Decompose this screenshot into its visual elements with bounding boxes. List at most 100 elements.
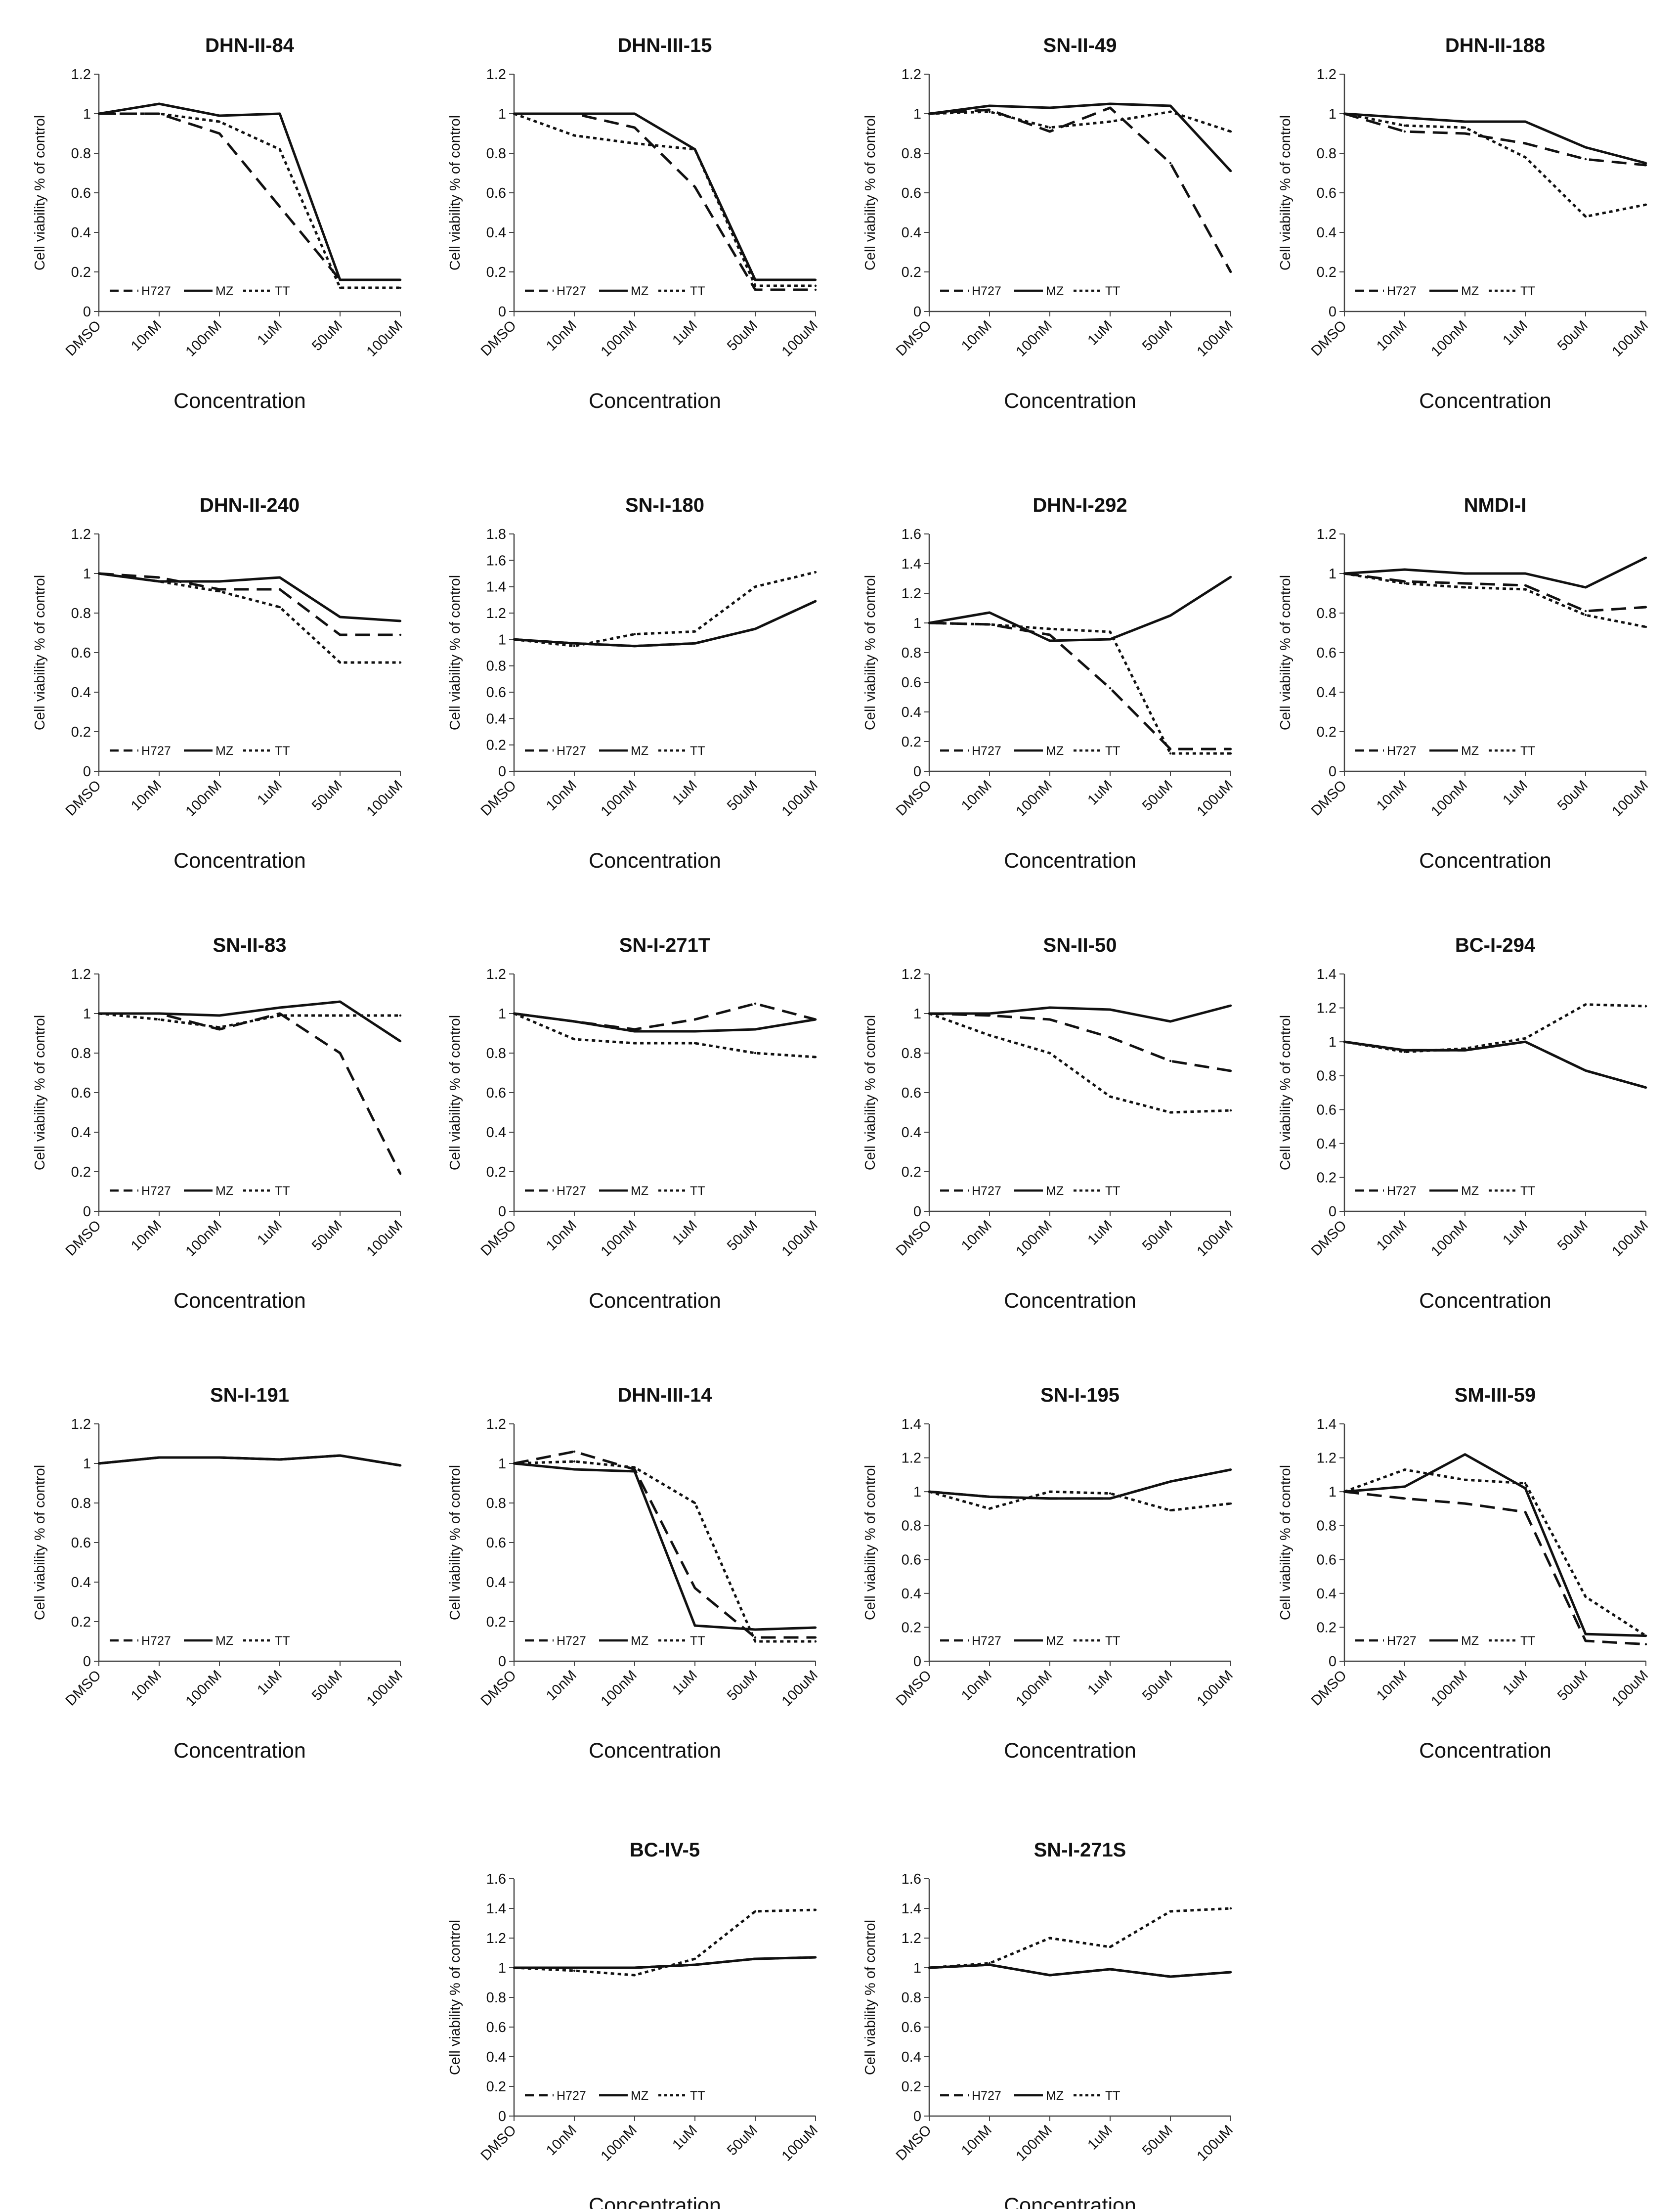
data-point-tt — [1169, 752, 1172, 755]
data-point-mz — [1403, 1485, 1406, 1488]
legend-label-h727: H727 — [972, 284, 1001, 298]
x-tick-label: 10nM — [128, 1667, 165, 1704]
x-tick-label: 50uM — [309, 777, 345, 814]
series-line-h727 — [514, 1450, 816, 1639]
data-point-h727 — [1403, 580, 1406, 583]
data-point-tt — [754, 1910, 757, 1913]
x-tick-label: 100nM — [1428, 1667, 1470, 1709]
y-axis-title: Cell viability % of control — [32, 115, 48, 270]
y-tick-label: 1 — [498, 106, 506, 122]
data-point-mz — [1109, 638, 1112, 641]
y-axis-title: Cell viability % of control — [447, 1015, 463, 1170]
y-tick-label: 0.2 — [902, 734, 921, 750]
data-point-tt — [513, 638, 516, 641]
x-tick-label: DMSO — [63, 1667, 104, 1709]
y-tick-label: 1.2 — [71, 527, 91, 542]
y-tick-label: 0.2 — [71, 1614, 91, 1630]
y-tick-label: 0.6 — [1317, 1102, 1336, 1118]
series-line-mz — [1344, 1040, 1646, 1089]
data-point-mz — [399, 619, 402, 622]
y-tick-label: 0.4 — [71, 1575, 91, 1590]
chart-panel: DHN-II-188 0 0.2 0.4 0.6 0.8 1 1.2 DMSO 10nM 100nM… — [1278, 35, 1651, 413]
y-tick-label: 1 — [498, 1456, 506, 1472]
y-tick-label: 1.2 — [1317, 527, 1336, 542]
x-axis-title: Concentration — [173, 1289, 306, 1313]
data-point-h727 — [814, 288, 817, 291]
y-tick-label: 0 — [498, 764, 506, 780]
series-line-tt — [99, 112, 400, 289]
data-point-mz — [339, 1000, 342, 1003]
y-tick-label: 1.2 — [1317, 1451, 1336, 1466]
data-point-tt — [1343, 112, 1346, 115]
x-tick-label: 50uM — [1554, 317, 1591, 354]
y-tick-label: 0 — [83, 764, 91, 780]
x-tick-label: DMSO — [1308, 317, 1350, 359]
chart-panel: NMDI-I 0 0.2 0.4 0.6 0.8 1 1.2 DMSO 10nM 100nM 1uM 5… — [1278, 494, 1651, 873]
data-point-mz — [1644, 1086, 1647, 1089]
series-line-h727 — [929, 1468, 1231, 1500]
x-axis-title: Concentration — [589, 1289, 721, 1313]
x-tick-label: DMSO — [478, 1217, 519, 1259]
data-point-mz — [693, 1624, 696, 1627]
y-tick-label: 1 — [83, 566, 91, 582]
chart-panel: SN-II-83 0 0.2 0.4 0.6 0.8 1 1.2 DMSO 10nM 100nM 1u… — [32, 934, 406, 1313]
chart-panel: DHN-III-14 0 0.2 0.4 0.6 0.8 1 1.2 DMSO 10nM 100nM… — [447, 1384, 821, 1763]
x-tick-label: 1uM — [1500, 317, 1531, 349]
y-tick-label: 1.2 — [486, 67, 506, 83]
x-tick-label: 50uM — [1554, 1217, 1591, 1254]
legend-label-tt: TT — [275, 1634, 290, 1648]
series-line-tt — [514, 112, 816, 287]
data-point-mz — [1048, 106, 1051, 109]
legend-label-mz: MZ — [215, 744, 233, 758]
legend-label-tt: TT — [690, 1184, 705, 1198]
y-tick-label: 0.4 — [71, 225, 91, 241]
y-tick-label: 1 — [913, 616, 921, 631]
y-tick-label: 1 — [498, 1006, 506, 1022]
y-axis-title: Cell viability % of control — [32, 1015, 48, 1170]
y-tick-label: 0.4 — [71, 1125, 91, 1141]
y-tick-label: 0.2 — [486, 738, 506, 753]
y-tick-label: 1.4 — [486, 1901, 506, 1917]
y-tick-label: 0 — [913, 1204, 921, 1220]
y-tick-label: 0.6 — [486, 1535, 506, 1551]
data-point-mz — [1464, 1453, 1466, 1456]
y-tick-label: 0.2 — [486, 1164, 506, 1180]
x-tick-label: 10nM — [128, 1217, 165, 1254]
data-point-tt — [339, 286, 342, 289]
data-point-tt — [339, 661, 342, 664]
legend-label-h727: H727 — [1387, 1184, 1417, 1198]
data-point-h727 — [1109, 687, 1112, 690]
y-tick-label: 1.2 — [1317, 1001, 1336, 1016]
data-point-tt — [1524, 588, 1527, 591]
x-tick-label: 50uM — [1139, 1667, 1176, 1704]
legend-label-mz: MZ — [631, 744, 648, 758]
y-tick-label: 0.8 — [71, 606, 91, 621]
y-tick-label: 0 — [1329, 764, 1336, 780]
y-tick-label: 0.8 — [486, 1046, 506, 1061]
data-point-tt — [513, 112, 516, 115]
data-point-mz — [1229, 575, 1232, 578]
y-axis-title: Cell viability % of control — [862, 575, 878, 730]
data-point-tt — [513, 1966, 516, 1969]
y-tick-label: 0.8 — [1317, 146, 1336, 162]
data-point-mz — [339, 616, 342, 619]
data-point-tt — [754, 1052, 757, 1055]
series-line-h727 — [929, 106, 1232, 273]
legend-label-tt: TT — [1520, 1634, 1536, 1648]
data-point-h727 — [1584, 158, 1587, 161]
x-tick-label: 1uM — [669, 1217, 700, 1248]
data-point-mz — [1524, 572, 1527, 575]
data-point-tt — [928, 1012, 931, 1015]
x-tick-label: 10nM — [1374, 1667, 1410, 1704]
data-point-h727 — [218, 588, 221, 591]
x-tick-label: 50uM — [309, 317, 345, 354]
x-axis-title: Concentration — [173, 389, 306, 413]
y-axis-title: Cell viability % of control — [1278, 575, 1293, 730]
data-point-tt — [1048, 1052, 1051, 1055]
y-tick-label: 1.8 — [486, 527, 506, 542]
data-point-h727 — [278, 1012, 281, 1015]
data-point-h727 — [693, 1587, 696, 1590]
series-line-tt — [514, 1460, 816, 1643]
x-tick-label: 100uM — [1609, 1217, 1651, 1259]
y-tick-label: 0 — [83, 1654, 91, 1670]
